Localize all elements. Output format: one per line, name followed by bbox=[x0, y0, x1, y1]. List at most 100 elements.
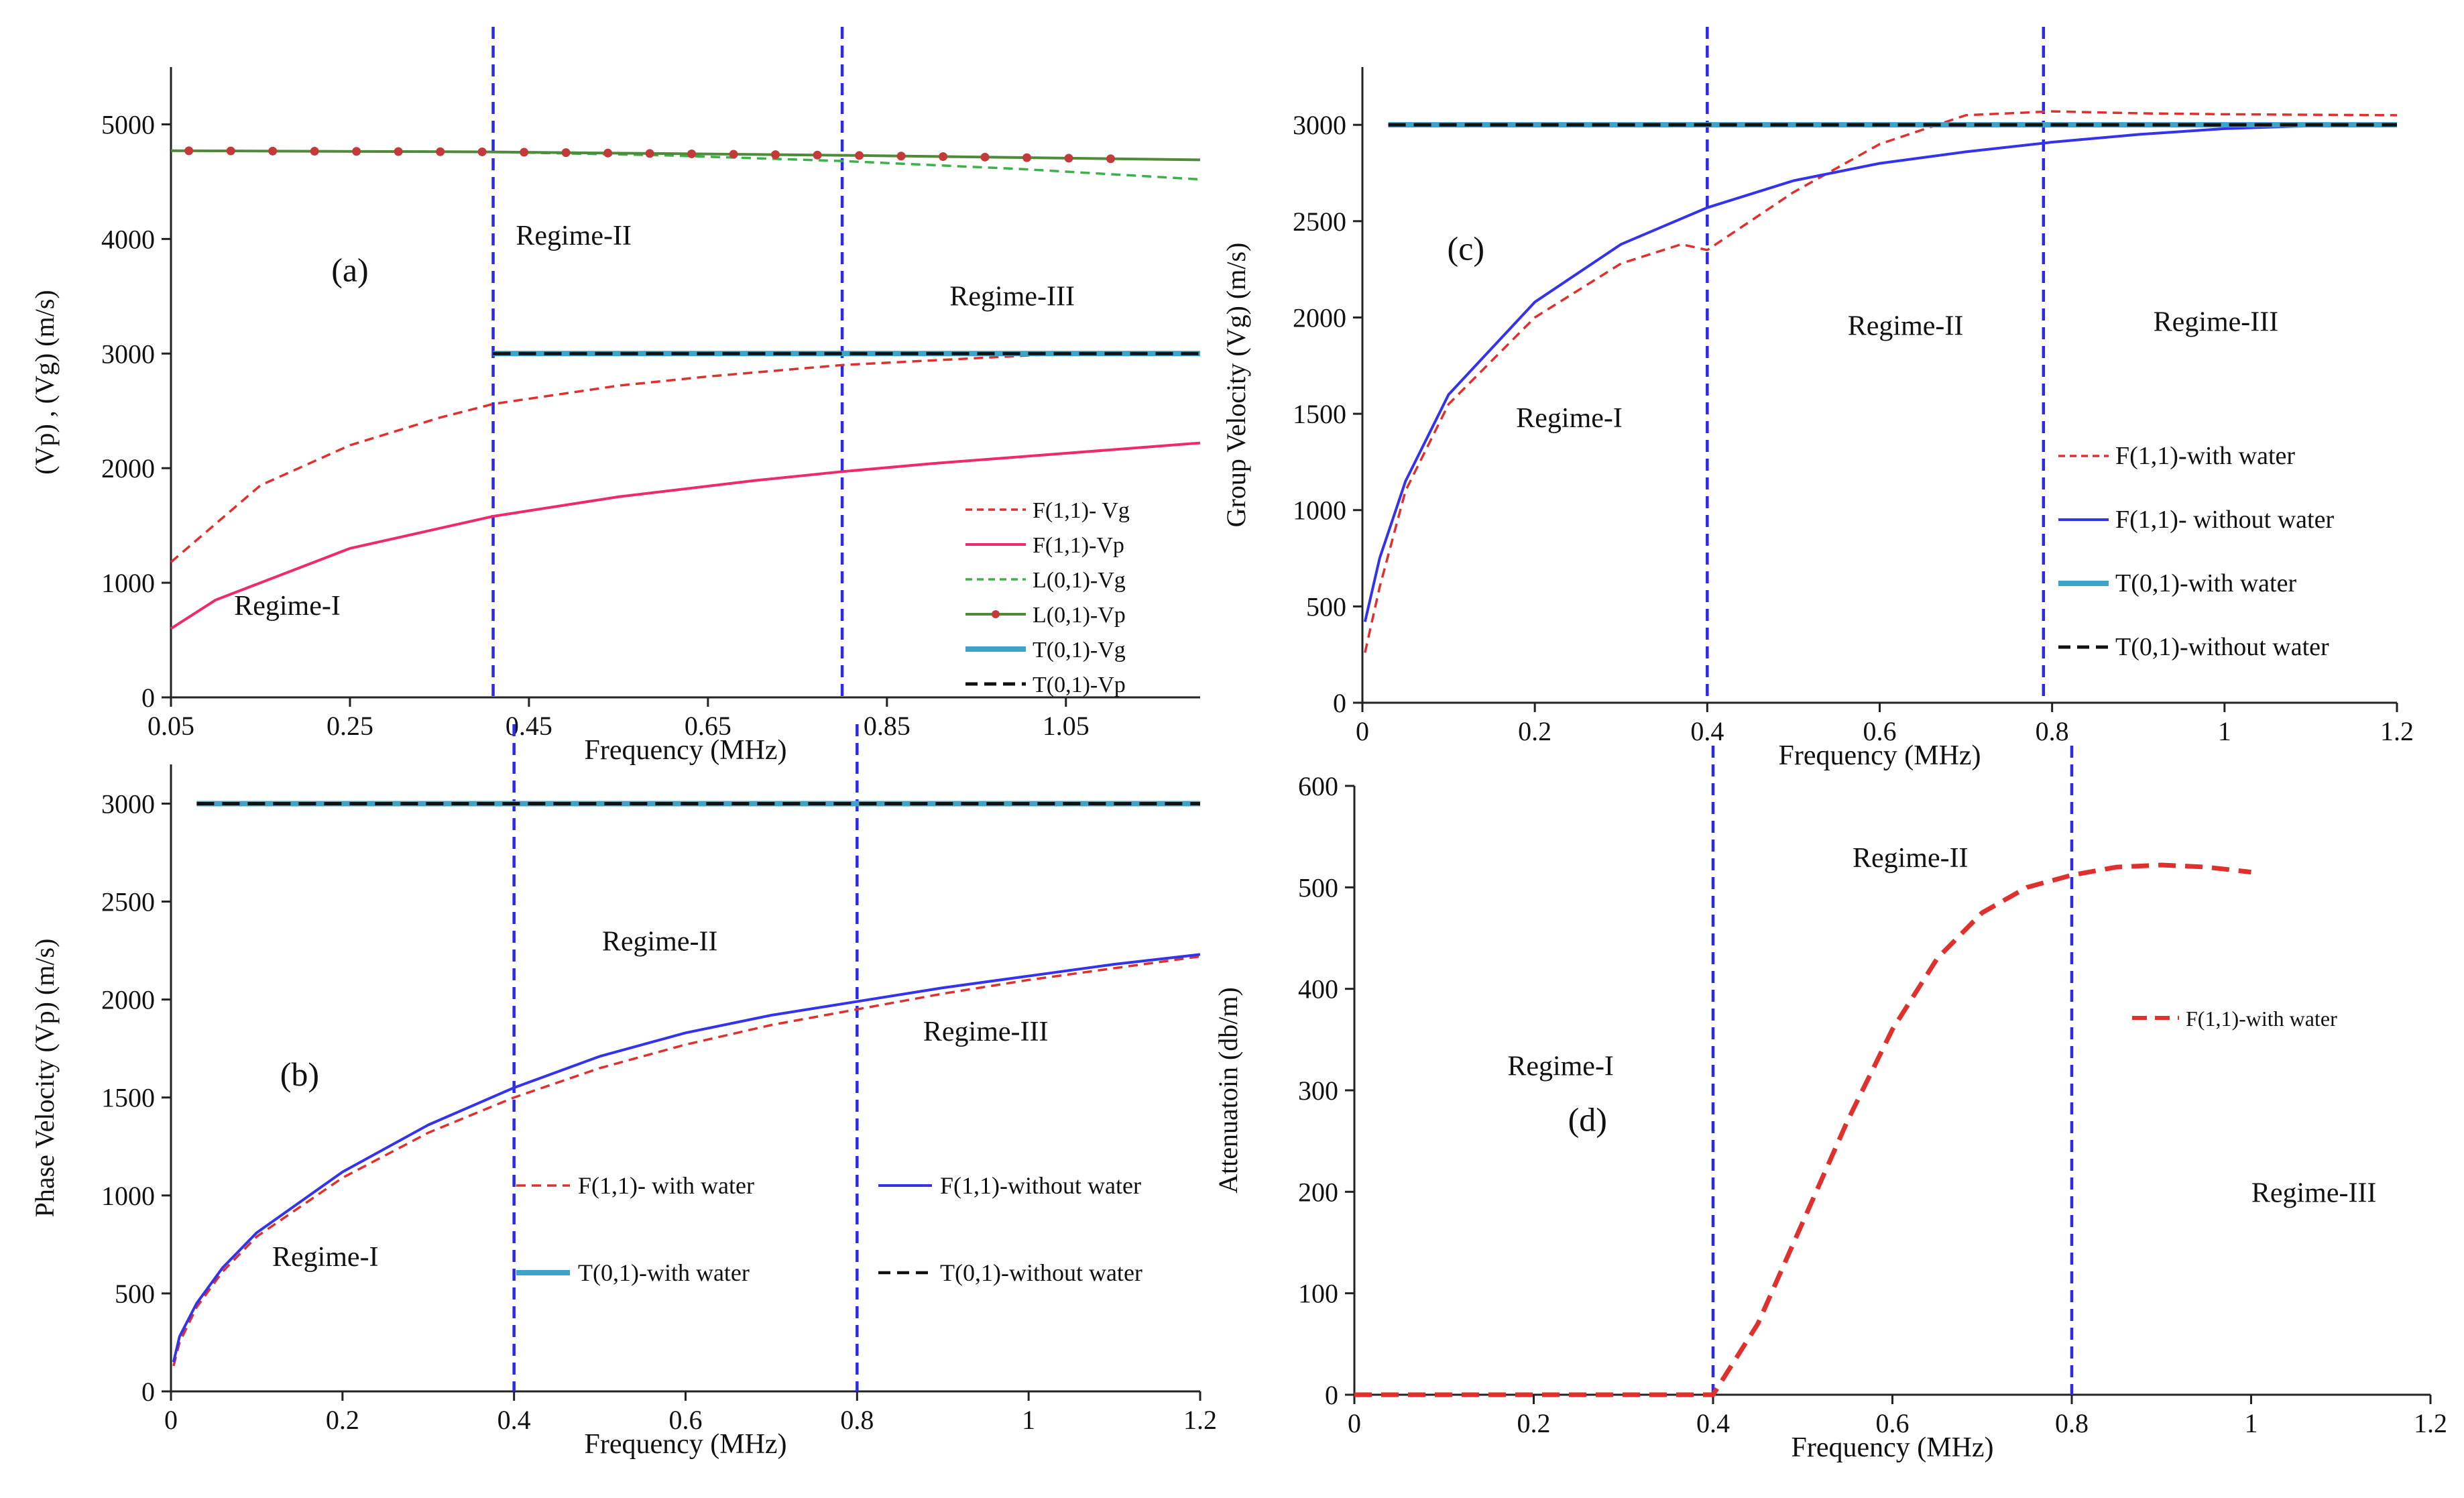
y-tick-label: 100 bbox=[1298, 1279, 1338, 1309]
panel-label: (a) bbox=[331, 251, 369, 289]
panel-b-phase-velocity-chart: 0 500 1000 1500 2000 2500 3000 0 0.2 0.4 0.6 0.8 1 1.… bbox=[30, 724, 1217, 1460]
regime-label: Regime-III bbox=[2154, 307, 2279, 338]
x-tick-label: 1 bbox=[1022, 1405, 1035, 1435]
x-tick-label: 1 bbox=[2245, 1408, 2258, 1438]
legend-label: T(0,1)-Vg bbox=[1033, 638, 1126, 662]
legend-label: F(1,1)-without water bbox=[940, 1172, 1141, 1199]
y-tick-label: 3000 bbox=[101, 339, 155, 369]
y-axis-title: Group Velocity (Vg) (m/s) bbox=[1221, 243, 1251, 528]
y-axis-title: Phase Velocity (Vp) (m/s) bbox=[30, 939, 60, 1218]
y-tick-label: 1000 bbox=[1293, 496, 1346, 526]
y-tick-label: 500 bbox=[1298, 872, 1338, 903]
legend-label: F(1,1)- without water bbox=[2115, 506, 2334, 534]
regime-label: Regime-II bbox=[1848, 310, 1964, 341]
series-line-f-1-1-vp bbox=[170, 441, 1201, 630]
legend-label: F(1,1)-with water bbox=[2115, 442, 2295, 470]
x-axis-title: Frequency (MHz) bbox=[1791, 1432, 1993, 1463]
y-tick-label: 0 bbox=[141, 1377, 155, 1407]
legend-label: T(0,1)-without water bbox=[2115, 633, 2329, 661]
legend-label: F(1,1)- with water bbox=[578, 1172, 754, 1199]
regime-label: Regime-I bbox=[272, 1242, 379, 1273]
series-line-f-1-1-vg bbox=[170, 352, 1066, 563]
panel-a-velocity-chart: 0 1000 2000 3000 4000 5000 0.05 0.25 0.45 0.65 0.8… bbox=[30, 27, 1201, 766]
legend-label: F(1,1)- Vg bbox=[1033, 498, 1130, 523]
series-line-l-0-1-vp bbox=[170, 149, 1201, 162]
x-tick-label: 0.2 bbox=[1518, 716, 1551, 746]
y-tick-label: 1500 bbox=[101, 1083, 155, 1113]
series-marker bbox=[1106, 154, 1116, 164]
x-tick-label: 0.45 bbox=[506, 711, 552, 741]
regime-label: Regime-III bbox=[923, 1017, 1049, 1047]
series-marker bbox=[1022, 153, 1032, 162]
x-tick-label: 0.8 bbox=[2036, 716, 2069, 746]
legend-label: T(0,1)-Vp bbox=[1033, 673, 1126, 697]
y-tick-label: 1000 bbox=[101, 568, 155, 598]
y-tick-label: 600 bbox=[1298, 771, 1338, 801]
x-tick-label: 1.2 bbox=[1183, 1405, 1217, 1435]
regime-label: Regime-III bbox=[949, 281, 1075, 312]
series-line-f-1-1-without-water bbox=[172, 953, 1201, 1363]
series-marker bbox=[184, 146, 194, 156]
legend-label: F(1,1)-Vp bbox=[1033, 533, 1124, 558]
x-tick-label: 0.6 bbox=[1863, 716, 1897, 746]
y-tick-label: 500 bbox=[1306, 591, 1346, 622]
x-tick-label: 0 bbox=[1348, 1408, 1361, 1438]
legend-label: T(0,1)-with water bbox=[2115, 569, 2296, 597]
y-tick-label: 2000 bbox=[101, 985, 155, 1015]
regime-label: Regime-I bbox=[1516, 403, 1623, 434]
y-tick-label: 2500 bbox=[1293, 207, 1346, 237]
y-tick-label: 500 bbox=[115, 1279, 155, 1309]
series-marker bbox=[896, 152, 906, 161]
series-marker bbox=[520, 148, 529, 157]
x-tick-label: 1.2 bbox=[2414, 1408, 2447, 1438]
y-axis-title: (Vp) , (Vg) (m/s) bbox=[30, 290, 60, 475]
series-marker bbox=[352, 147, 361, 156]
series-marker bbox=[1064, 154, 1073, 163]
x-tick-label: 0.4 bbox=[1690, 716, 1724, 746]
x-tick-label: 0 bbox=[1356, 716, 1369, 746]
x-axis-title: Frequency (MHz) bbox=[584, 735, 786, 766]
x-tick-label: 0.85 bbox=[864, 711, 911, 741]
x-tick-label: 0.05 bbox=[148, 711, 194, 741]
panel-label: (c) bbox=[1448, 229, 1485, 267]
series-line-f-1-1-with-water bbox=[172, 955, 1201, 1367]
series-marker bbox=[980, 152, 990, 162]
series-line-l-0-1-vg bbox=[170, 150, 1201, 181]
series-marker bbox=[436, 147, 445, 156]
series-line-f-1-1-without-water bbox=[1363, 122, 2398, 622]
y-tick-label: 2000 bbox=[1293, 302, 1346, 333]
x-tick-label: 0.8 bbox=[2055, 1408, 2089, 1438]
regime-label: Regime-I bbox=[1507, 1051, 1614, 1082]
x-tick-label: 0.8 bbox=[840, 1405, 874, 1435]
series-marker bbox=[645, 149, 654, 158]
regime-label: Regime-I bbox=[234, 591, 341, 622]
y-axis-title: Attenuatoin (db/m) bbox=[1213, 987, 1243, 1194]
x-tick-label: 0.25 bbox=[327, 711, 373, 741]
panel-c-group-velocity-chart: 0 500 1000 1500 2000 2500 3000 0 0.2 0.4 0.6 0.8 1 1.… bbox=[1221, 27, 2414, 771]
y-tick-label: 3000 bbox=[101, 789, 155, 819]
series-marker bbox=[394, 147, 403, 156]
x-tick-label: 0.65 bbox=[685, 711, 731, 741]
regime-label: Regime-III bbox=[2251, 1177, 2377, 1208]
series-marker bbox=[561, 148, 571, 158]
x-tick-label: 0.6 bbox=[1876, 1408, 1910, 1438]
x-axis-title: Frequency (MHz) bbox=[1778, 740, 1981, 771]
y-tick-label: 0 bbox=[141, 683, 155, 713]
series-marker bbox=[310, 147, 319, 156]
x-tick-label: 0.2 bbox=[1517, 1408, 1551, 1438]
legend-label: L(0,1)-Vp bbox=[1033, 603, 1126, 628]
panel-label: (d) bbox=[1568, 1101, 1607, 1139]
series-marker bbox=[268, 146, 278, 156]
x-tick-label: 1 bbox=[2218, 716, 2231, 746]
series-marker bbox=[687, 149, 697, 158]
series-marker bbox=[813, 150, 822, 160]
x-tick-label: 1.2 bbox=[2380, 716, 2414, 746]
x-tick-label: 0.2 bbox=[326, 1405, 359, 1435]
series-marker bbox=[939, 152, 948, 162]
series-marker bbox=[477, 147, 487, 156]
y-tick-label: 3000 bbox=[1293, 110, 1346, 140]
series-marker bbox=[855, 151, 864, 160]
regime-label: Regime-II bbox=[602, 927, 718, 958]
y-tick-label: 1500 bbox=[1293, 399, 1346, 429]
